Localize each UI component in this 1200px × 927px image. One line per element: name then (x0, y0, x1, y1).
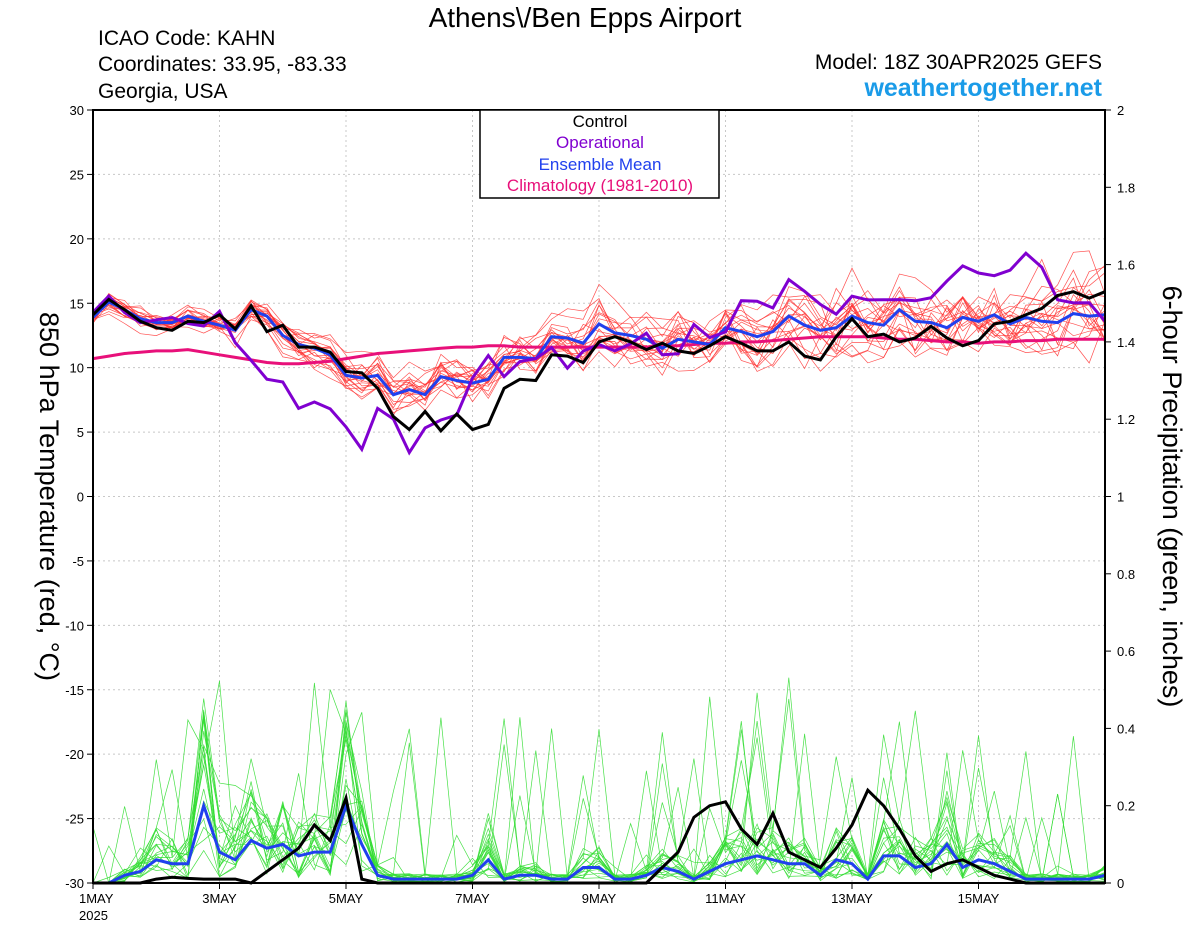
y-right-tick-label: 1.4 (1117, 335, 1135, 350)
x-tick-label: 13MAY (831, 891, 873, 906)
legend-entry-control: Control (573, 112, 628, 131)
y-left-tick-label: -20 (65, 747, 84, 762)
y-right-tick-label: 1.2 (1117, 412, 1135, 427)
x-tick-label: 11MAY (705, 891, 746, 906)
y-left-tick-label: -30 (65, 876, 84, 891)
y-left-tick-label: 30 (70, 103, 84, 118)
legend-entry-climatology: Climatology (1981-2010) (507, 176, 693, 195)
y-left-tick-label: 0 (77, 490, 84, 505)
site-name[interactable]: weathertogether.net (864, 74, 1102, 102)
y-right-tick-label: 1.8 (1117, 180, 1135, 195)
y-left-tick-label: -5 (72, 554, 84, 569)
y-left-tick-label: -10 (65, 618, 84, 633)
chart-title: Athens\/Ben Epps Airport (428, 2, 742, 33)
x-tick-label: 15MAY (958, 891, 1000, 906)
series-lines (91, 251, 1107, 885)
y-left-tick-label: 5 (77, 425, 84, 440)
x-tick-label: 5MAY (329, 891, 364, 906)
region: Georgia, USA (98, 80, 228, 103)
temp-member-line (92, 299, 1106, 402)
model-run: Model: 18Z 30APR2025 GEFS (814, 51, 1102, 74)
y-right-tick-label: 2 (1117, 103, 1124, 118)
y-right-tick-label: 0.2 (1117, 799, 1135, 814)
y-right-tick-label: 0.6 (1117, 644, 1135, 659)
y-right-tick-label: 1.6 (1117, 258, 1135, 273)
coordinates: Coordinates: 33.95, -83.33 (98, 53, 347, 76)
series-temp-operational (91, 251, 1107, 456)
series-climatology (92, 335, 1105, 366)
x-tick-label: 9MAY (582, 891, 617, 906)
y-right-tick-label: 0.4 (1117, 721, 1135, 736)
y-right-tick-label: 0.8 (1117, 567, 1135, 582)
temp-member-line (92, 289, 1106, 397)
y-axis-left-label: 850 hPa Temperature (red, °C) (34, 312, 64, 681)
x-tick-label: 7MAY (455, 891, 490, 906)
y-left-tick-label: 10 (70, 361, 84, 376)
precip-member-line (93, 735, 1106, 884)
legend-box (479, 109, 720, 199)
legend-entry-ensemble-mean: Ensemble Mean (539, 155, 662, 174)
y-left-tick-label: 15 (70, 296, 84, 311)
y-left-tick-label: -15 (65, 683, 84, 698)
icao-code: ICAO Code: KAHN (98, 27, 276, 50)
precip-member-line (93, 682, 1106, 884)
y-axis-right-label: 6-hour Precipitation (green, inches) (1157, 286, 1187, 708)
y-right-tick-label: 1 (1117, 490, 1124, 505)
x-tick-sublabel: 2025 (79, 908, 108, 923)
temp-member-line (92, 293, 1106, 394)
axes: 302520151050-5-10-15-20-25-3021.81.61.41… (65, 103, 1135, 923)
y-left-tick-label: 20 (70, 232, 84, 247)
precip-member-line (92, 689, 1106, 884)
temp-member-line (92, 272, 1106, 395)
series-temp-ensemble-mean (91, 300, 1106, 397)
legend: Control Operational Ensemble Mean Climat… (479, 109, 720, 199)
legend-entry-operational: Operational (556, 133, 644, 152)
x-tick-label: 1MAY (79, 891, 114, 906)
series-precip-ensemble-mean (93, 800, 1106, 885)
y-left-tick-label: -25 (65, 812, 84, 827)
precip-member-line (93, 712, 1106, 884)
series-temp-control (91, 290, 1106, 434)
y-right-tick-label: 0 (1117, 876, 1124, 891)
precip-member-line (93, 700, 1106, 884)
y-left-tick-label: 25 (70, 167, 84, 182)
grid (92, 109, 1105, 884)
precip-member-line (93, 711, 1106, 884)
x-tick-label: 3MAY (202, 891, 237, 906)
precip-member-line (93, 677, 1106, 884)
